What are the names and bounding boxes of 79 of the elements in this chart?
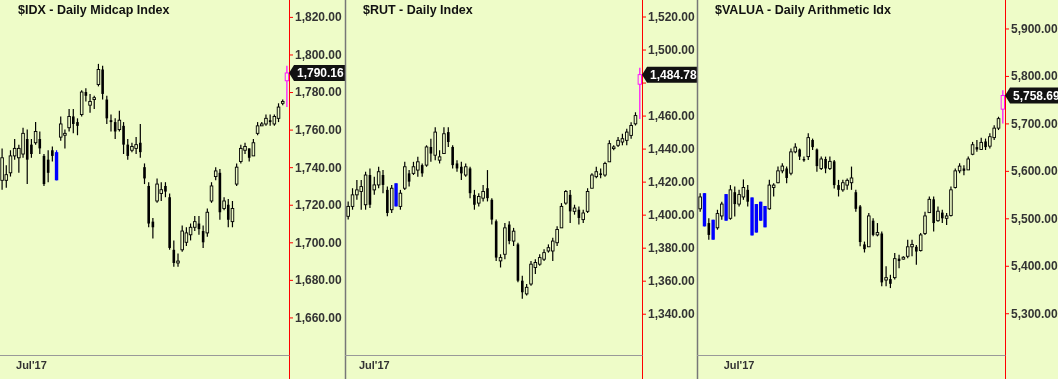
candlestick [767,179,772,211]
y-tick-label: 5,300.00 [1011,306,1058,321]
chart-title: $IDX - Daily Midcap Index [18,3,170,17]
y-tick-label: 1,700.00 [295,235,343,250]
y-tick-label: 1,420.00 [648,174,696,189]
candlestick [892,252,897,281]
candlestick [159,181,163,202]
y-tick-label: 1,520.00 [648,9,696,24]
candlestick [832,159,836,190]
chart-title: $RUT - Daily Index [363,3,473,17]
candlestick [910,239,914,257]
candlestick [416,156,420,178]
y-tick-label: 1,440.00 [648,141,696,156]
candlestick [451,144,454,170]
candlestick [143,162,146,185]
candlestick [180,224,184,253]
candlestick [234,162,239,187]
x-tick-label: Jul'17 [358,358,390,371]
candlestick [607,139,612,163]
y-tick-label: 1,380.00 [648,241,696,256]
candlestick [134,136,138,155]
y-tick-label: 1,820.00 [295,10,343,25]
candlestick [403,161,407,191]
candlestick [442,126,446,155]
x-tick-label: Jul'17 [16,358,47,371]
candlestick [184,226,189,247]
candlestick [529,260,533,287]
candlestick [806,132,811,161]
candlestick [905,239,910,259]
y-tick-label: 5,600.00 [1011,164,1058,179]
candlestick [376,166,381,189]
y-tick-label: 1,460.00 [648,108,696,123]
candlestick [559,202,564,229]
candlestick [789,147,793,176]
text: 1,484.78 [650,68,698,83]
candlestick [155,177,159,204]
y-tick-label: 1,340.00 [648,307,696,322]
candlestick [849,165,854,191]
candlestick [126,138,130,161]
y-tick-label: 5,700.00 [1011,116,1058,131]
candlestick [226,198,230,228]
candlestick [176,252,180,268]
candlestick [209,181,214,204]
candlestick [276,102,281,123]
candlestick [88,93,92,114]
candlestick [389,184,394,214]
y-tick-label: 1,720.00 [295,198,343,213]
y-tick-label: 5,500.00 [1011,211,1058,226]
candlestick [76,117,79,136]
y-tick-label: 5,900.00 [1011,21,1058,36]
candlestick [511,227,516,247]
y-tick-label: 5,800.00 [1011,69,1058,84]
candlestick [424,144,429,168]
candlestick [79,89,84,118]
candlestick [1000,89,1005,124]
text: 1,790.16 [297,66,345,81]
x-tick-label: Jul'17 [723,358,755,371]
candlestick [30,138,33,159]
candlestick [398,189,403,211]
candlestick [25,129,29,185]
candlestick [0,147,4,191]
candlestick [21,127,25,159]
candlestick [637,67,642,120]
y-tick-label: 5,400.00 [1011,259,1058,274]
y-tick-label: 1,800.00 [295,47,343,62]
candlestick [67,108,71,133]
y-tick-label: 1,760.00 [295,122,343,137]
chart-title: $VALUA - Daily Arithmetic Idx [715,3,892,17]
y-tick-label: 1,500.00 [648,42,696,57]
y-tick-label: 1,400.00 [648,207,696,222]
candlestick [585,187,590,214]
candlestick [239,144,243,165]
candlestick [38,130,42,155]
y-tick-label: 1,660.00 [295,310,343,325]
candlestick [433,126,437,161]
y-tick-label: 1,360.00 [648,274,696,289]
y-tick-label: 1,740.00 [295,160,343,175]
y-tick-label: 1,780.00 [295,85,343,100]
y-tick-label: 1,680.00 [295,273,343,288]
